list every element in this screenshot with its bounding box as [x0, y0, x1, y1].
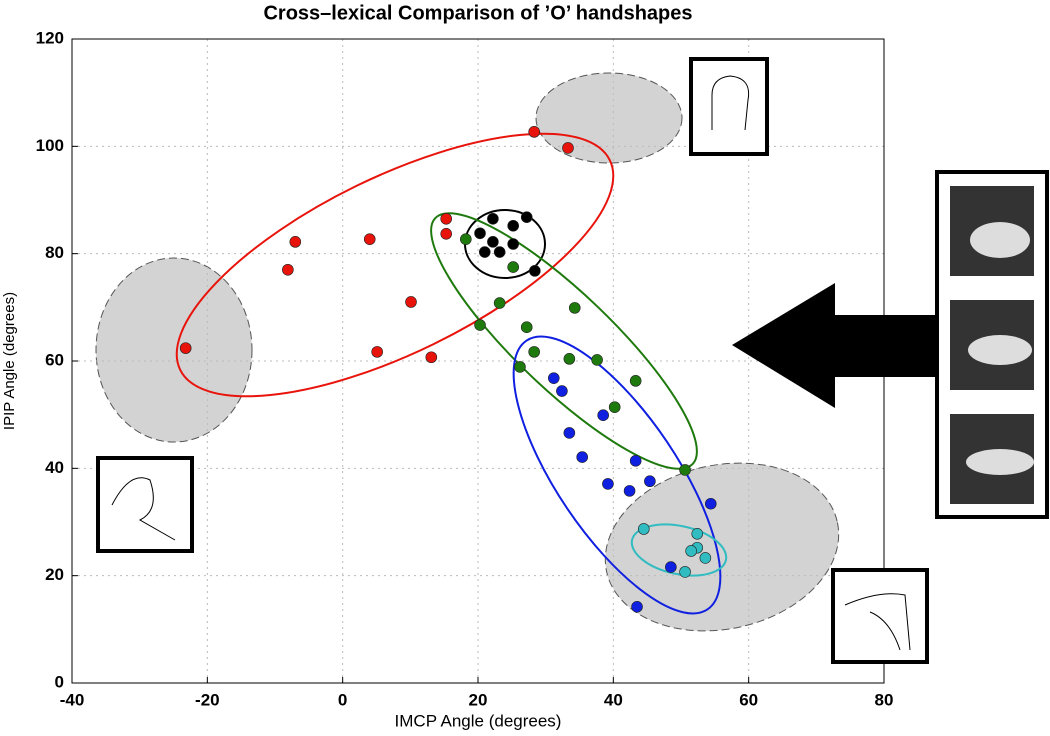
- hand-photo: [966, 449, 1034, 475]
- point: [478, 246, 491, 258]
- x-tick-label: 80: [875, 690, 894, 709]
- point: [563, 427, 576, 439]
- point: [623, 485, 636, 497]
- x-tick-label: 20: [469, 690, 488, 709]
- point: [528, 346, 540, 358]
- point: [547, 372, 560, 384]
- point: [179, 342, 192, 354]
- x-tick-label: 0: [338, 690, 347, 709]
- point: [507, 219, 519, 232]
- point: [514, 361, 526, 373]
- point: [474, 319, 486, 331]
- point: [529, 265, 541, 277]
- point: [568, 302, 581, 314]
- point: [493, 246, 506, 258]
- y-tick-label: 40: [45, 458, 64, 477]
- point: [562, 142, 574, 154]
- x-axis-label: IMCP Angle (degrees): [395, 711, 562, 730]
- y-tick-label: 60: [45, 350, 64, 369]
- ellipses: [175, 132, 728, 615]
- arrow: [732, 283, 940, 408]
- point: [576, 451, 589, 463]
- point: [563, 353, 576, 365]
- hand-sketch: [844, 593, 911, 651]
- point: [629, 375, 642, 387]
- point: [637, 523, 650, 535]
- chart-title: Cross–lexical Comparison of ’O’ handshap…: [263, 2, 692, 24]
- point: [363, 233, 376, 245]
- image-box: [831, 568, 929, 664]
- cluster-ellipse: [175, 132, 615, 398]
- point: [597, 409, 609, 422]
- point: [528, 126, 540, 138]
- point: [507, 261, 519, 273]
- x-tick-label: -20: [195, 690, 220, 709]
- point: [493, 297, 506, 309]
- cluster-ellipse: [512, 335, 722, 615]
- point: [691, 528, 704, 540]
- handshape-images: [96, 57, 1049, 664]
- region: [95, 257, 253, 443]
- point: [631, 600, 643, 613]
- point: [679, 566, 691, 578]
- point: [371, 346, 383, 358]
- hand-sketch: [711, 75, 750, 131]
- y-tick-label: 0: [55, 672, 64, 691]
- y-tick-label: 120: [36, 28, 64, 47]
- point: [591, 354, 603, 366]
- cluster-ellipse: [630, 523, 728, 577]
- y-tick-label: 20: [45, 565, 64, 584]
- point: [608, 401, 621, 413]
- point: [405, 296, 417, 308]
- hand-photo: [970, 222, 1030, 258]
- point: [460, 233, 472, 245]
- point: [487, 236, 499, 248]
- point: [507, 238, 519, 250]
- point: [440, 212, 452, 225]
- x-tick-label: 60: [739, 690, 758, 709]
- point: [425, 351, 438, 364]
- regions: [95, 72, 840, 632]
- y-axis-label: IPIP Angle (degrees): [1, 292, 18, 430]
- y-tick-label: 80: [45, 243, 64, 262]
- point: [699, 552, 712, 564]
- cluster-ellipse: [430, 212, 698, 470]
- point: [629, 455, 642, 467]
- point: [487, 212, 499, 225]
- point: [520, 321, 533, 333]
- point: [679, 464, 691, 476]
- x-tick-label: 40: [604, 690, 623, 709]
- hand-sketch: [111, 477, 176, 541]
- hand-photo: [968, 335, 1032, 365]
- point: [665, 561, 677, 573]
- point: [289, 236, 302, 248]
- image-box: [96, 456, 194, 553]
- point: [685, 545, 697, 557]
- point: [704, 497, 717, 510]
- point: [602, 478, 614, 490]
- point: [474, 227, 486, 240]
- point: [644, 475, 656, 488]
- region: [535, 72, 683, 164]
- point: [556, 385, 568, 397]
- point: [520, 211, 533, 223]
- point: [282, 263, 294, 276]
- x-tick-label: -40: [60, 690, 85, 709]
- y-tick-label: 100: [36, 136, 64, 155]
- image-box: [689, 57, 769, 156]
- point: [440, 228, 452, 240]
